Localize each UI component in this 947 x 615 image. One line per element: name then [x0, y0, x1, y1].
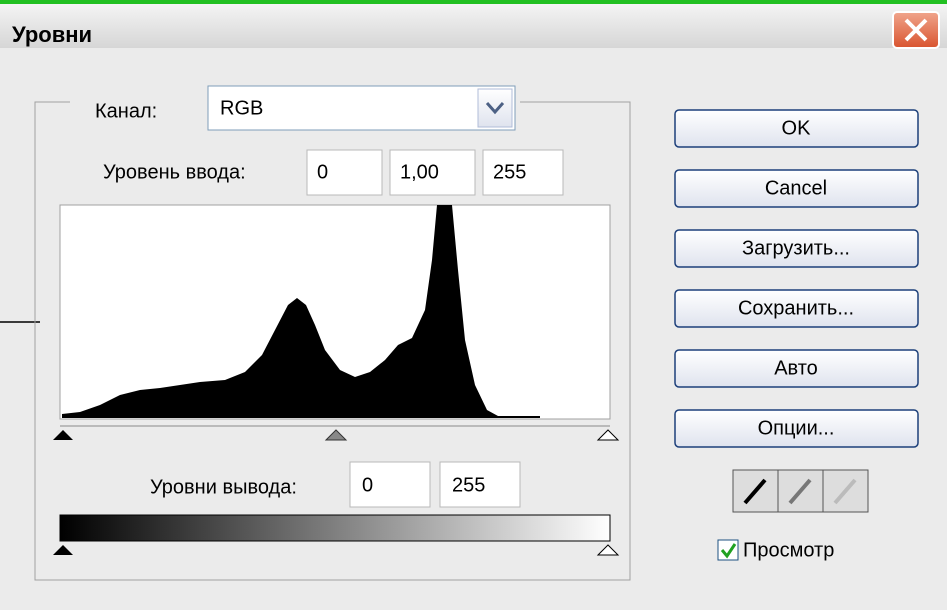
- channel-dropdown[interactable]: [207, 85, 516, 131]
- button[interactable]: Загрузить...: [674, 229, 919, 268]
- input-value: 1,00: [400, 161, 439, 183]
- button-label: OK: [782, 117, 812, 139]
- button-label: Опции...: [758, 417, 835, 439]
- button[interactable]: Сохранить...: [674, 289, 919, 328]
- output-field[interactable]: [439, 461, 521, 508]
- histogram: [62, 205, 540, 418]
- output-field[interactable]: [349, 461, 431, 508]
- eyedroppers[interactable]: [732, 469, 869, 513]
- input-levels-label: Уровень ввода:: [103, 161, 246, 183]
- button-face: [674, 409, 919, 448]
- input-field[interactable]: [482, 149, 564, 196]
- input-field[interactable]: [389, 149, 476, 196]
- button[interactable]: Авто: [674, 349, 919, 388]
- channel-label: Канал:: [95, 100, 157, 122]
- input-value: 0: [317, 161, 328, 183]
- button-face: [674, 349, 919, 388]
- button[interactable]: Cancel: [674, 169, 919, 208]
- channel-value: RGB: [220, 97, 263, 119]
- top-border: [0, 0, 947, 4]
- button-label: Cancel: [765, 177, 827, 199]
- button-label: Сохранить...: [738, 297, 854, 319]
- button-label: Авто: [774, 357, 818, 379]
- button-face: [674, 229, 919, 268]
- input-slider[interactable]: [53, 425, 620, 441]
- input-field[interactable]: [306, 149, 383, 196]
- button-label: Загрузить...: [742, 237, 850, 259]
- output-gradient: [59, 514, 611, 542]
- preview-label: Просмотр: [743, 539, 834, 561]
- close-button[interactable]: [892, 11, 940, 49]
- output-slider[interactable]: [53, 544, 620, 556]
- preview-checkbox[interactable]: [717, 539, 739, 561]
- button-face: [674, 109, 919, 148]
- output-value: 255: [452, 474, 485, 496]
- input-value: 255: [493, 161, 526, 183]
- window-title: Уровни: [12, 22, 92, 47]
- output-levels-label: Уровни вывода:: [150, 476, 297, 498]
- button[interactable]: OK: [674, 109, 919, 148]
- button-face: [674, 169, 919, 208]
- button[interactable]: Опции...: [674, 409, 919, 448]
- title-bar: [0, 4, 947, 48]
- button-face: [674, 289, 919, 328]
- output-value: 0: [362, 474, 373, 496]
